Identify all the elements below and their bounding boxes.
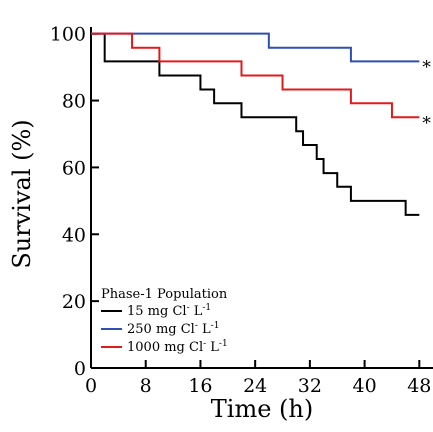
ticks: 0 8 16 24 32 40 48 0 20 40 60 80 100 <box>50 24 432 397</box>
y-tick-label: 80 <box>62 91 86 113</box>
x-tick-label: 16 <box>188 375 212 397</box>
legend: Phase-1 Population 15 mg Cl- L-1 250 mg C… <box>101 287 228 355</box>
axes <box>90 27 433 369</box>
legend-label: 250 mg Cl- L-1 <box>127 321 219 337</box>
x-tick-label: 32 <box>298 375 322 397</box>
y-tick-label: 40 <box>62 224 86 246</box>
significance-asterisk: * <box>422 113 431 133</box>
legend-items: 15 mg Cl- L-1 250 mg Cl- L-1 1000 mg Cl- L… <box>101 303 228 355</box>
legend-label: 1000 mg Cl- L-1 <box>127 339 228 355</box>
significance-asterisk: * <box>422 57 431 77</box>
x-tick-label: 40 <box>353 375 377 397</box>
y-tick-label: 0 <box>74 358 86 380</box>
x-tick-label: 8 <box>140 375 152 397</box>
legend-label: 15 mg Cl- L-1 <box>127 303 211 319</box>
y-axis-title: Survival (%) <box>8 119 36 268</box>
series-line-3 <box>91 32 420 119</box>
y-tick-label: 100 <box>50 24 86 46</box>
y-tick-label: 20 <box>62 291 86 313</box>
legend-title: Phase-1 Population <box>101 287 228 302</box>
x-tick-label: 24 <box>243 375 267 397</box>
x-tick-label: 48 <box>407 375 431 397</box>
x-axis-title: Time (h) <box>211 395 313 423</box>
y-tick-label: 60 <box>62 157 86 179</box>
series-line-2 <box>91 32 420 63</box>
x-tick-label: 0 <box>85 375 97 397</box>
series-lines <box>91 32 420 216</box>
annotations: ** <box>422 57 431 133</box>
series-line-1 <box>91 32 420 216</box>
